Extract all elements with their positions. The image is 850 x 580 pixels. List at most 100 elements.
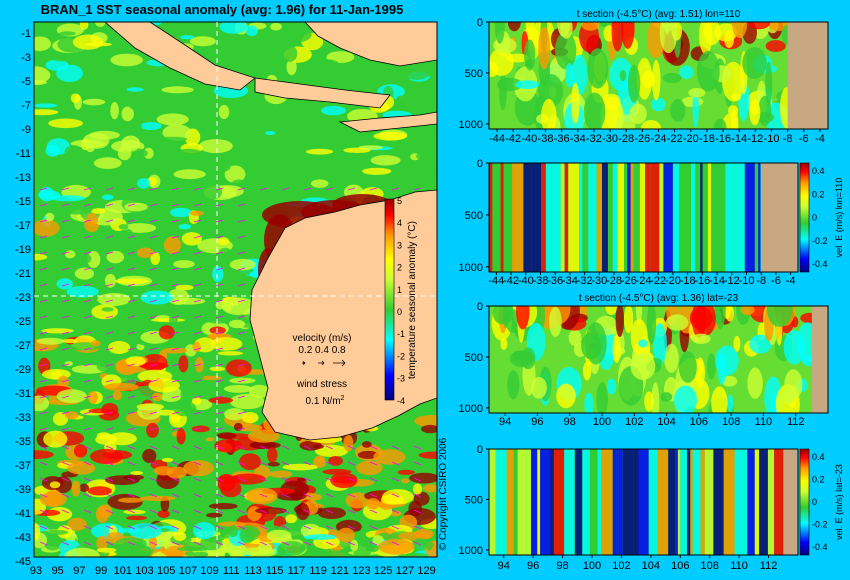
- velocity-stripe: [568, 163, 580, 272]
- temperature-patch: [699, 22, 713, 55]
- map-lat-tick-label: -23: [15, 292, 31, 304]
- x-tick-label: -36: [547, 275, 563, 287]
- anomaly-patch: [61, 338, 77, 344]
- map-lat-tick-label: -27: [15, 340, 31, 352]
- velocity-stripe: [612, 163, 618, 272]
- anomaly-patch: [67, 461, 96, 475]
- anomaly-patch: [96, 535, 108, 551]
- anomaly-patch: [219, 22, 248, 34]
- velocity-stripe: [721, 163, 726, 272]
- anomaly-patch: [171, 273, 189, 280]
- map-colorbar-tick: 5: [397, 196, 402, 206]
- velocity-stripe: [657, 449, 669, 555]
- anomaly-patch: [313, 444, 325, 449]
- map-colorbar: [384, 198, 395, 401]
- wind-arrow: [215, 219, 224, 223]
- anomaly-patch: [366, 498, 380, 510]
- wind-arrow: [193, 267, 202, 271]
- map-colorbar-tick: -1: [397, 329, 405, 339]
- anomaly-patch: [143, 147, 154, 159]
- wind-arrow: [369, 477, 378, 482]
- wind-arrow: [149, 461, 158, 466]
- wind-arrow: [215, 427, 224, 431]
- anomaly-patch: [139, 495, 176, 502]
- wind-arrow: [83, 411, 92, 415]
- wind-arrow: [61, 315, 70, 319]
- anomaly-patch: [101, 194, 114, 201]
- anomaly-patch: [299, 108, 314, 118]
- x-tick-label: -14: [731, 133, 747, 145]
- velocity-stripe: [550, 449, 554, 555]
- wind-arrow: [83, 363, 92, 367]
- temperature-patch: [749, 99, 761, 126]
- velocity-stripe: [747, 449, 755, 555]
- wind-arrow: [325, 541, 334, 546]
- section-colorbar-tick: -0.4: [812, 542, 828, 552]
- wind-arrow: [215, 299, 224, 303]
- wind-arrow: [413, 541, 422, 546]
- anomaly-patch: [140, 122, 162, 131]
- anomaly-patch: [44, 529, 69, 535]
- anomaly-patch: [208, 200, 240, 215]
- temperature-patch: [679, 65, 694, 80]
- map-lon-tick-label: 127: [396, 565, 414, 577]
- anomaly-patch: [330, 472, 358, 489]
- wind-arrow: [303, 509, 312, 514]
- temperature-patch: [630, 352, 656, 380]
- y-tick-label: 500: [465, 68, 483, 80]
- anomaly-patch: [227, 56, 261, 64]
- anomaly-patch: [34, 253, 48, 261]
- wind-arrow: [281, 461, 290, 466]
- y-tick-label: 1000: [459, 403, 483, 415]
- wind-arrow: [39, 493, 48, 498]
- velocity-stripe: [774, 449, 784, 555]
- anomaly-patch: [71, 480, 81, 497]
- anomaly-patch: [122, 158, 132, 165]
- anomaly-patch: [282, 45, 298, 62]
- wind-arrow: [237, 267, 246, 271]
- anomaly-patch: [224, 165, 246, 184]
- temperature-patch: [493, 37, 517, 54]
- y-tick-label: 500: [465, 352, 483, 364]
- anomaly-patch: [137, 403, 162, 420]
- anomaly-patch: [287, 27, 312, 42]
- map-lon-tick-label: 105: [157, 565, 175, 577]
- wind-arrow: [39, 541, 48, 546]
- temperature-patch: [660, 392, 673, 402]
- temperature-patch: [565, 62, 574, 88]
- wind-arrow: [105, 509, 114, 514]
- wind-arrow: [61, 363, 70, 367]
- wind-arrow: [237, 251, 246, 255]
- wind-arrow: [413, 461, 422, 466]
- section-panel-3: t section (-4.5°C) (avg: 1.36) lat=-23 0 5…: [459, 293, 829, 428]
- map-lon-tick-label: 103: [135, 565, 153, 577]
- map-lat-tick-label: -13: [15, 172, 31, 184]
- anomaly-patch: [112, 390, 123, 401]
- anomaly-patch: [183, 460, 215, 477]
- temperature-patch: [784, 369, 803, 400]
- section-colorbar-tick: -0.2: [812, 520, 828, 530]
- anomaly-patch: [118, 224, 129, 230]
- wind-arrow: [281, 541, 290, 546]
- temperature-patch: [647, 306, 657, 345]
- temperature-patch: [651, 98, 666, 112]
- velocity-stripe: [695, 163, 701, 272]
- velocity-stripe: [630, 163, 634, 272]
- anomaly-patch: [90, 340, 101, 347]
- temperature-patch: [707, 353, 716, 380]
- anomaly-patch: [157, 510, 170, 518]
- anomaly-patch: [361, 441, 372, 448]
- wind-arrow: [237, 347, 246, 351]
- anomaly-patch: [150, 318, 186, 323]
- seafloor-mask: [761, 163, 798, 272]
- velocity-stripe: [713, 449, 724, 555]
- velocity-stripe: [740, 163, 745, 272]
- wind-arrow: [39, 509, 48, 514]
- velocity-stripe: [612, 449, 617, 555]
- y-tick-label: 0: [477, 444, 483, 456]
- x-tick-label: -28: [618, 133, 634, 145]
- anomaly-patch: [224, 385, 253, 393]
- anomaly-patch: [326, 51, 355, 63]
- temperature-patch: [721, 376, 738, 387]
